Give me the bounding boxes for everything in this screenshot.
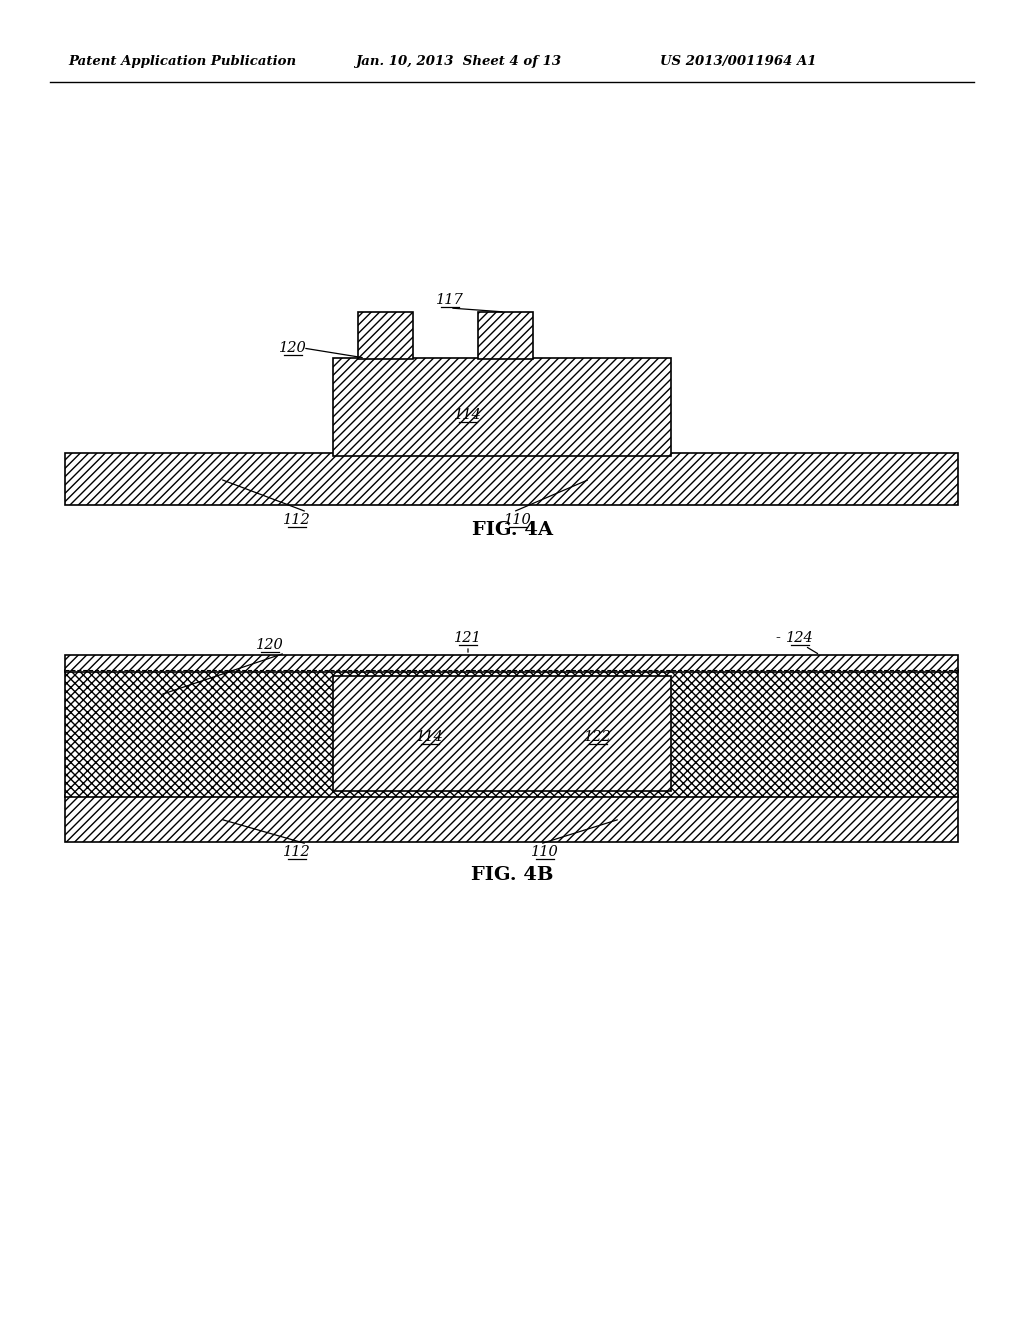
Text: 112: 112 — [283, 513, 311, 527]
Bar — [65, 655, 958, 672]
Bar — [333, 676, 671, 791]
Text: 112: 112 — [283, 845, 311, 859]
Text: 121: 121 — [454, 631, 482, 645]
Text: FIG. 4A: FIG. 4A — [471, 521, 553, 539]
Bar — [65, 453, 958, 506]
Text: 110: 110 — [504, 513, 531, 527]
Text: -: - — [775, 631, 780, 645]
Bar — [478, 312, 534, 359]
Text: 110: 110 — [531, 845, 559, 859]
Text: Jan. 10, 2013  Sheet 4 of 13: Jan. 10, 2013 Sheet 4 of 13 — [355, 55, 561, 69]
Text: 120: 120 — [256, 638, 284, 652]
Bar — [65, 671, 958, 797]
Bar — [65, 795, 958, 842]
Text: 124: 124 — [786, 631, 814, 645]
Bar — [358, 312, 413, 359]
Text: 120: 120 — [280, 341, 307, 355]
Text: 114: 114 — [416, 730, 443, 744]
Bar — [333, 358, 671, 455]
Text: FIG. 4B: FIG. 4B — [471, 866, 553, 884]
Text: US 2013/0011964 A1: US 2013/0011964 A1 — [660, 55, 816, 69]
Text: 117: 117 — [436, 293, 464, 308]
Text: Patent Application Publication: Patent Application Publication — [68, 55, 296, 69]
Text: 122: 122 — [584, 730, 612, 744]
Text: 114: 114 — [454, 408, 482, 422]
